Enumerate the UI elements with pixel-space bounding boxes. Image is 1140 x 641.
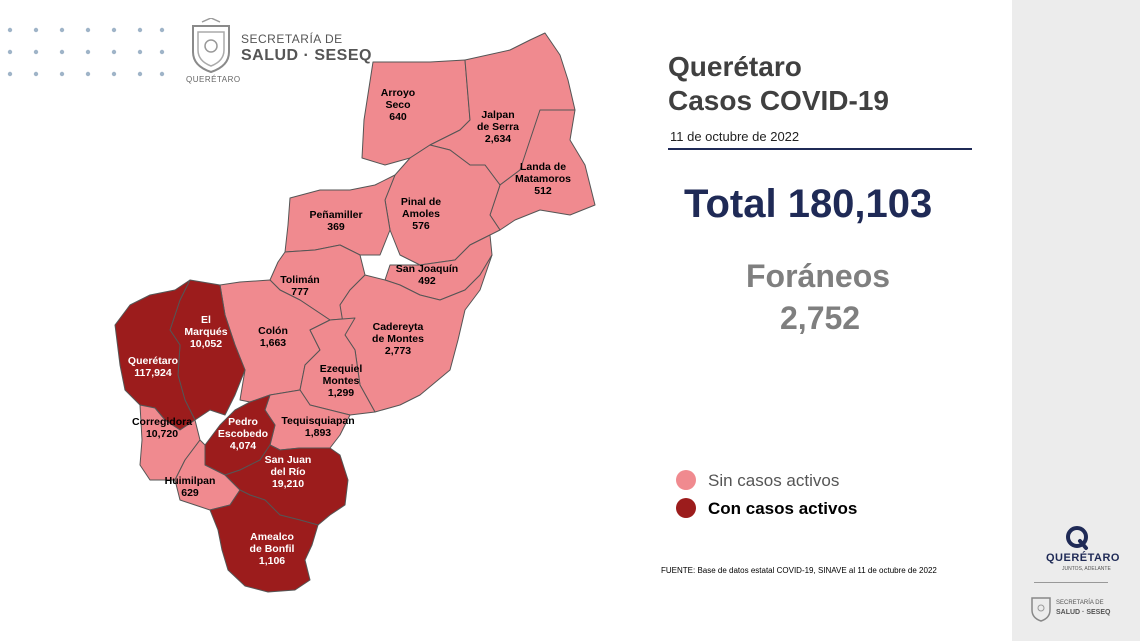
source-note: FUENTE: Base de datos estatal COVID-19, … [661,566,937,575]
sidebar-salud-label: SALUD · SESEQ [1056,609,1111,616]
municipality-name-cadereyta-de-montes: Cadereyta [373,321,424,333]
municipality-cases-tequisquiapan: 1,893 [305,427,331,439]
municipality-cases-corregidora: 10,720 [146,428,178,440]
municipality-cases-pinal-de-amoles: 576 [412,220,430,232]
salud-seseq-label: SALUD · SESEQ [241,47,372,64]
municipality-name-arroyo-seco: Seco [385,99,410,111]
municipality-cases-toliman: 777 [291,286,309,298]
municipality-cases-jalpan-de-serra: 2,634 [485,133,511,145]
municipality-cases-landa-de-matamoros: 512 [534,185,552,197]
municipality-name-el-marques: Marqués [184,326,227,338]
foraneos-label: Foráneos [746,258,891,294]
municipality-name-san-joaquin: San Joaquín [396,263,458,275]
region-queretaro [114,279,196,431]
municipality-name-pinal-de-amoles: Pinal de [401,196,441,208]
municipality-name-pinal-de-amoles: Amoles [402,208,440,220]
right-sidebar-panel [1012,0,1140,641]
municipality-name-ezequiel-montes: Ezequiel [320,363,363,375]
legend-swatch-inactive [676,470,696,490]
report-date: 11 de octubre de 2022 [670,129,800,144]
municipality-cases-pedro-escobedo: 4,074 [230,440,256,452]
decorative-dot-grid [7,27,165,77]
municipality-name-el-marques: El [201,314,211,326]
region-ezequiel-montes [299,317,376,416]
queretaro-brand-icon [1066,526,1088,550]
municipality-name-amealco-de-bonfil: Amealco [250,531,294,543]
state-seal-icon [192,18,230,74]
state-under-seal-label: QUERÉTARO [186,75,241,84]
municipality-cases-ezequiel-montes: 1,299 [328,387,354,399]
municipality-cases-san-joaquin: 492 [418,275,436,287]
legend-label-active: Con casos activos [708,499,858,518]
municipality-name-cadereyta-de-montes: de Montes [372,333,424,345]
date-divider [668,148,972,150]
municipality-cases-cadereyta-de-montes: 2,773 [385,345,411,357]
secretaria-label: SECRETARÍA DE [241,32,343,46]
municipality-name-pedro-escobedo: Escobedo [218,428,268,440]
title-line-2: Casos COVID-19 [668,85,889,116]
page-title: Querétaro Casos COVID-19 [668,50,889,118]
municipality-name-ezequiel-montes: Montes [323,375,360,387]
municipality-name-huimilpan: Huimilpan [165,475,216,487]
municipality-cases-colon: 1,663 [260,337,286,349]
sidebar-divider [1034,582,1108,583]
municipality-name-jalpan-de-serra: de Serra [477,121,519,133]
municipality-name-jalpan-de-serra: Jalpan [481,109,514,121]
municipality-cases-amealco-de-bonfil: 1,106 [259,555,285,567]
municipality-name-landa-de-matamoros: Landa de [520,161,566,173]
municipality-name-corregidora: Corregidora [132,416,192,428]
brand-name: QUERÉTARO [1046,552,1120,564]
municipality-name-san-juan-del-rio: San Juan [265,454,312,466]
brand-slogan: JUNTOS, ADELANTE [1062,566,1111,572]
municipality-name-pedro-escobedo: Pedro [228,416,258,428]
legend-label-inactive: Sin casos activos [708,471,840,490]
municipality-cases-san-juan-del-rio: 19,210 [272,478,304,490]
municipality-name-toliman: Tolimán [280,274,319,286]
seseq-logo: SECRETARÍA DE SALUD · SESEQ QUERÉTARO [186,18,386,88]
municipality-name-queretaro: Querétaro [128,355,178,367]
sidebar-seal-icon [1031,597,1051,622]
foraneos-value: 2,752 [780,300,861,336]
municipality-cases-el-marques: 10,052 [190,338,222,350]
municipality-name-arroyo-seco: Arroyo [381,87,415,99]
region-amealco-de-bonfil [209,489,319,593]
municipality-name-colon: Colón [258,325,288,337]
title-line-1: Querétaro [668,51,802,82]
sidebar-secretaria-label: SECRETARÍA DE [1056,600,1104,606]
municipality-name-penamiller: Peñamiller [309,209,362,221]
municipality-cases-huimilpan: 629 [181,487,199,499]
municipality-name-amealco-de-bonfil: de Bonfil [250,543,295,555]
municipality-cases-queretaro: 117,924 [134,367,172,379]
municipality-name-landa-de-matamoros: Matamoros [515,173,571,185]
municipality-name-san-juan-del-rio: del Río [270,466,305,478]
legend-swatch-active [676,498,696,518]
municipality-cases-penamiller: 369 [327,221,345,233]
municipality-name-tequisquiapan: Tequisquiapan [281,415,354,427]
municipality-cases-arroyo-seco: 640 [389,111,407,123]
total-cases: Total 180,103 [684,182,933,226]
